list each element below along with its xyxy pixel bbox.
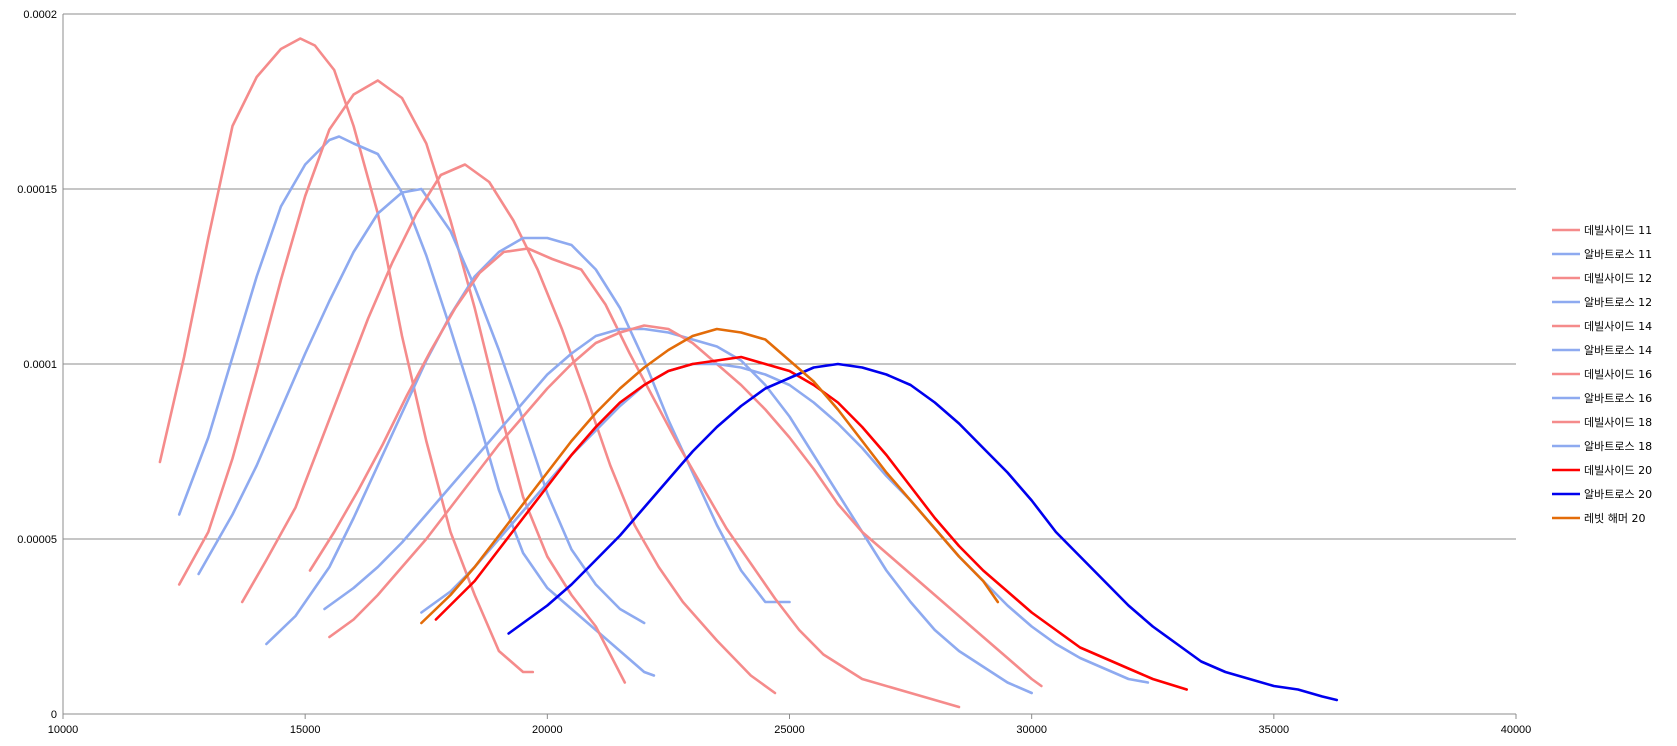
series-line-6	[308, 247, 961, 709]
series-line-1	[177, 135, 656, 677]
series-line-3	[197, 187, 646, 625]
series-line-11	[507, 362, 1339, 702]
series-line-5	[265, 236, 791, 646]
x-tick-label: 20000	[532, 724, 563, 736]
series-line-9	[420, 362, 1150, 684]
y-tick-label: 0.00005	[17, 534, 57, 546]
legend-label: 알바트로스 20	[1584, 487, 1652, 501]
legend-item[interactable]: 데빌사이드 16	[1552, 368, 1652, 381]
y-tick-label: 0.0002	[23, 9, 57, 21]
gridlines	[63, 13, 1516, 540]
legend-item[interactable]: 알바트로스 18	[1552, 439, 1652, 453]
legend-label: 데빌사이드 16	[1584, 368, 1652, 381]
legend-item[interactable]: 데빌사이드 20	[1552, 464, 1652, 477]
series-line-4	[240, 163, 777, 695]
legend[interactable]: 데빌사이드 11 알바트로스 11 데빌사이드 12 알바트로스 12 데빌사이드 14…	[1552, 224, 1652, 525]
series-line-0	[158, 37, 535, 674]
legend-item[interactable]: 알바트로스 11	[1552, 247, 1652, 261]
x-tick-label: 40000	[1501, 724, 1532, 736]
legend-label: 알바트로스 16	[1584, 391, 1652, 405]
legend-item[interactable]: 데빌사이드 18	[1552, 416, 1652, 429]
x-tick-label: 10000	[48, 724, 79, 736]
legend-item[interactable]: 알바트로스 20	[1552, 487, 1652, 501]
legend-label: 데빌사이드 18	[1584, 416, 1652, 429]
y-tick-label: 0	[51, 709, 57, 721]
legend-label: 알바트로스 18	[1584, 439, 1652, 453]
legend-label: 알바트로스 11	[1584, 247, 1652, 261]
series-lines	[158, 37, 1339, 709]
x-tick-label: 15000	[290, 724, 321, 736]
axes	[62, 14, 1517, 719]
legend-label: 데빌사이드 14	[1584, 320, 1652, 333]
series-line-7	[323, 327, 1033, 695]
legend-label: 데빌사이드 11	[1584, 224, 1652, 237]
legend-item[interactable]: 데빌사이드 12	[1552, 272, 1652, 285]
legend-item[interactable]: 알바트로스 12	[1552, 295, 1652, 309]
series-line-10	[434, 355, 1188, 691]
legend-label: 데빌사이드 12	[1584, 272, 1652, 285]
y-tick-label: 0.00015	[17, 184, 57, 196]
legend-item[interactable]: 데빌사이드 11	[1552, 224, 1652, 237]
legend-item[interactable]: 알바트로스 14	[1552, 343, 1652, 357]
legend-label: 알바트로스 14	[1584, 343, 1652, 357]
legend-label: 데빌사이드 20	[1584, 464, 1652, 477]
legend-label: 레빗 해머 20	[1584, 511, 1645, 525]
x-tick-label: 30000	[1016, 724, 1047, 736]
series-line-12	[420, 327, 1000, 625]
legend-item[interactable]: 데빌사이드 14	[1552, 320, 1652, 333]
series-line-2	[177, 79, 627, 684]
legend-label: 알바트로스 12	[1584, 295, 1652, 309]
legend-item[interactable]: 알바트로스 16	[1552, 391, 1652, 405]
series-line-8	[328, 324, 1043, 688]
x-tick-label: 35000	[1259, 724, 1290, 736]
x-tick-label: 25000	[774, 724, 805, 736]
y-tick-label: 0.0001	[23, 359, 57, 371]
legend-item[interactable]: 레빗 해머 20	[1552, 511, 1645, 525]
tick-labels: 0 0.00005 0.0001 0.00015 0.0002 10000 15000 200…	[17, 9, 1531, 736]
